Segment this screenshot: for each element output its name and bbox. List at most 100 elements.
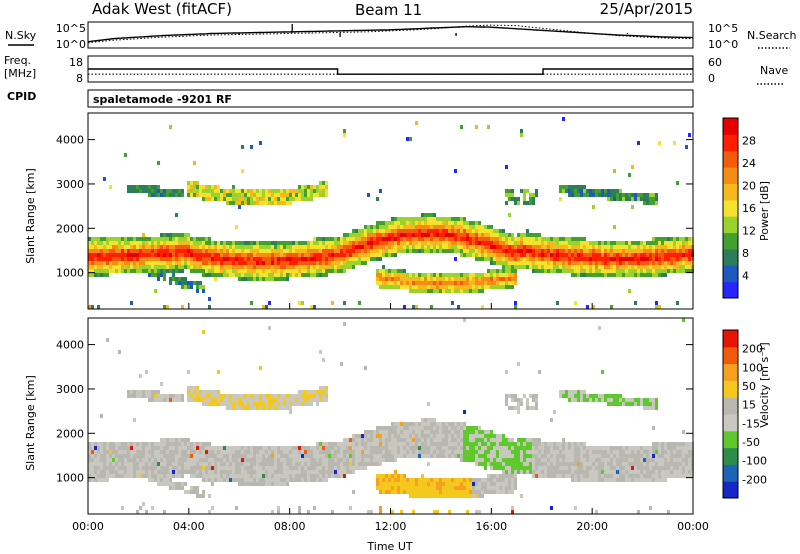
velocity-cell [286,402,289,406]
velocity-cell [607,402,610,406]
power-cell [319,261,322,265]
velocity-cell [433,510,436,514]
velocity-cell [472,490,475,494]
power-cell [511,277,514,281]
power-cell [526,253,529,257]
power-cell [649,253,652,257]
velocity-cell [382,474,385,478]
colorbar-segment [723,118,738,135]
velocity-cell [262,450,265,454]
velocity-cell [193,470,196,474]
velocity-cell [316,474,319,478]
velocity-cell [610,446,613,450]
power-cell [535,261,538,265]
power-cell [616,249,619,253]
power-cell [613,257,616,261]
velocity-cell [562,390,565,394]
power-cell [421,241,424,245]
power-cell [208,261,211,265]
velocity-cell [418,450,421,454]
velocity-cell [349,454,352,458]
power-cell [472,245,475,249]
velocity-cell [577,390,580,394]
velocity-cell [502,486,505,490]
velocity-cell [388,434,391,438]
velocity-cell [256,478,259,482]
velocity-cell [199,494,202,498]
power-cell [232,249,235,253]
velocity-cell [151,474,154,478]
power-cell [658,265,661,269]
power-cell [262,261,265,265]
velocity-cell [589,458,592,462]
velocity-cell [445,430,448,434]
power-cell [424,277,427,281]
power-cell [268,253,271,257]
velocity-cell [301,398,304,402]
power-cell [163,253,166,257]
velocity-cell [532,438,535,442]
velocity-cell [595,458,598,462]
velocity-cell [508,462,511,466]
velocity-cell [160,458,163,462]
velocity-cell [391,510,394,514]
power-cell [274,257,277,261]
velocity-cell [532,446,535,450]
velocity-cell [178,486,181,490]
power-cell [418,277,421,281]
power-cell [112,257,115,261]
velocity-cell [226,406,229,410]
velocity-cell [439,450,442,454]
power-cell [196,265,199,269]
velocity-cell [439,422,442,426]
power-cell [319,241,322,245]
power-cell [364,237,367,241]
velocity-cell [463,478,466,482]
power-cell [154,261,157,265]
velocity-cell [517,470,520,474]
velocity-cell [322,386,325,390]
power-cell [667,253,670,257]
velocity-cell [91,446,94,450]
velocity-cell [226,478,229,482]
power-cell [151,245,154,249]
power-cell [454,289,457,293]
power-cell [508,253,511,257]
power-cell [232,253,235,257]
power-cell [385,229,388,233]
velocity-cell [346,470,349,474]
power-cell [160,237,163,241]
velocity-cell [502,454,505,458]
power-cell [529,197,532,201]
velocity-cell [292,446,295,450]
velocity-cell [562,450,565,454]
velocity-cell [175,454,178,458]
power-cell [244,201,247,205]
power-cell [166,233,169,237]
power-cell [349,257,352,261]
power-cell [307,185,310,189]
cpid-label: CPID [7,90,36,103]
power-cell [487,125,490,129]
power-cell [640,265,643,269]
power-cell [652,249,655,253]
power-cell [619,189,622,193]
power-cell [667,257,670,261]
velocity-cell [517,406,520,410]
power-cell [397,273,400,277]
velocity-cell [157,478,160,482]
power-cell [193,265,196,269]
power-cell [340,249,343,253]
power-cell [319,181,322,185]
power-cell [499,273,502,277]
velocity-cell [211,446,214,450]
power-cell [409,273,412,277]
power-cell [496,285,499,289]
power-cell [409,241,412,245]
velocity-cell [271,462,274,466]
power-cell [121,253,124,257]
power-cell [190,237,193,241]
velocity-cell [430,478,433,482]
velocity-cell [517,458,520,462]
velocity-cell [112,454,115,458]
